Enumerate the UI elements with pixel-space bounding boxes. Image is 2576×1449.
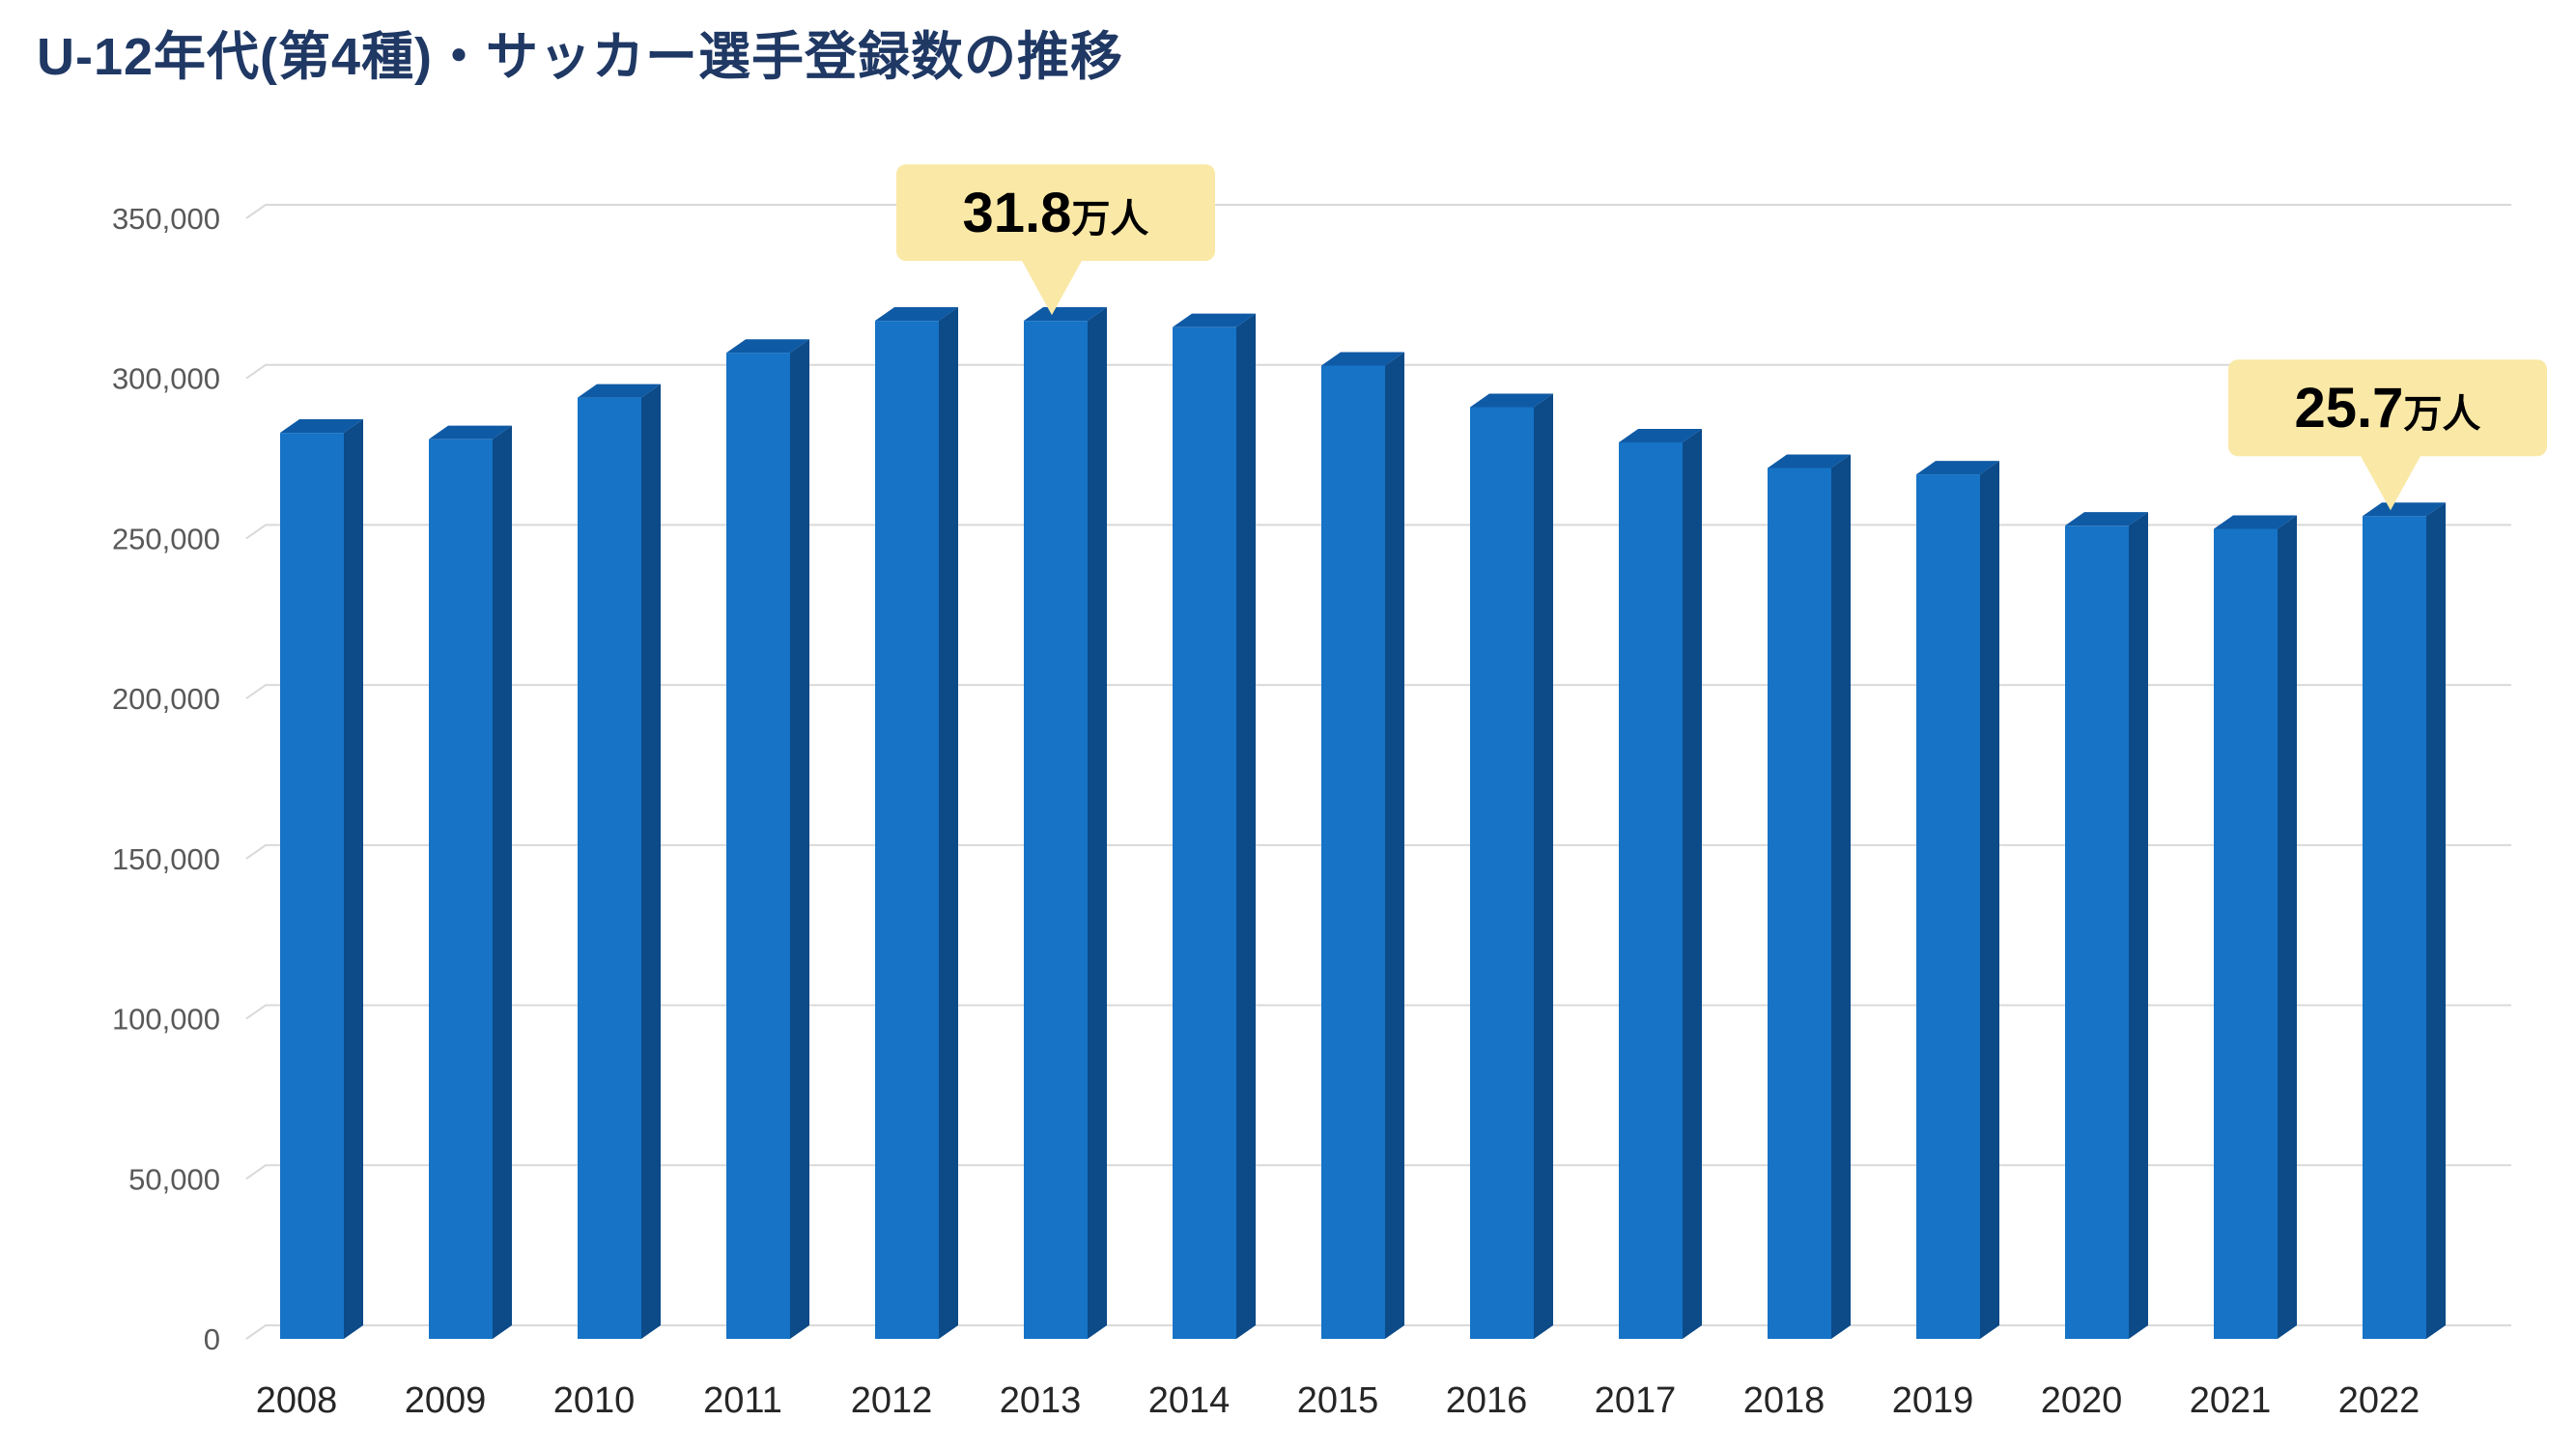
- bar-front: [1768, 468, 1831, 1339]
- bar-side: [493, 425, 512, 1340]
- bar-front: [875, 321, 939, 1340]
- annotation-pointer: [2360, 454, 2421, 511]
- bar-front: [1916, 474, 1980, 1340]
- bar-top: [280, 419, 363, 434]
- bar-side: [939, 307, 958, 1339]
- x-axis-label: 2022: [2338, 1380, 2420, 1421]
- bar-top: [1024, 307, 1107, 322]
- y-axis-label: 150,000: [112, 842, 220, 876]
- bar-top: [1619, 429, 1702, 442]
- annotation-text: 31.8万人: [963, 182, 1149, 244]
- x-axis-label: 2009: [405, 1380, 487, 1421]
- bar-top: [578, 384, 661, 398]
- x-axis-label: 2013: [1000, 1380, 1082, 1421]
- bar-side: [790, 339, 809, 1340]
- bar-front: [2214, 528, 2278, 1339]
- x-axis-label: 2017: [1595, 1380, 1677, 1421]
- gridline: [245, 524, 2511, 540]
- y-axis-label: 100,000: [112, 1003, 220, 1037]
- bar-top: [726, 339, 809, 354]
- bar-front: [726, 353, 790, 1339]
- bar-top: [1916, 461, 1999, 475]
- bar-side: [1683, 429, 1702, 1339]
- bar-front: [1470, 407, 1534, 1339]
- bar-front: [578, 397, 641, 1340]
- annotation-pointer: [1021, 259, 1083, 316]
- bar-front: [2363, 516, 2426, 1339]
- y-axis-label: 200,000: [112, 682, 220, 716]
- x-axis-label: 2014: [1148, 1380, 1231, 1421]
- bar-side: [2129, 512, 2148, 1339]
- x-axis-label: 2019: [1892, 1380, 1974, 1421]
- annotation-box: [2228, 359, 2547, 457]
- x-axis-label: 2011: [703, 1380, 782, 1421]
- bar-front: [1619, 442, 1683, 1339]
- bar-top: [1321, 352, 1404, 366]
- bar-top: [1470, 393, 1553, 408]
- x-axis-label: 2012: [851, 1380, 933, 1421]
- bar-side: [1534, 393, 1553, 1339]
- bar-side: [1385, 352, 1404, 1339]
- gridline: [245, 1004, 2511, 1020]
- bar-side: [1236, 313, 1256, 1340]
- bar-front: [2065, 526, 2129, 1339]
- y-axis-label: 250,000: [112, 522, 220, 555]
- bar-front: [1173, 327, 1236, 1340]
- y-axis-label: 50,000: [128, 1162, 220, 1196]
- bar-top: [1768, 454, 1851, 469]
- chart-title: U-12年代(第4種)・サッカー選手登録数の推移: [37, 28, 1124, 86]
- bar-side: [2278, 515, 2297, 1339]
- x-axis-label: 2018: [1743, 1380, 1826, 1421]
- gridline: [245, 1324, 2511, 1340]
- x-axis-label: 2020: [2041, 1380, 2123, 1421]
- bar-top: [2363, 502, 2446, 517]
- x-axis-label: 2010: [553, 1380, 636, 1421]
- gridline: [245, 684, 2511, 699]
- x-axis-label: 2015: [1297, 1380, 1379, 1421]
- gridline: [245, 843, 2511, 860]
- x-axis-label: 2016: [1446, 1380, 1528, 1421]
- x-axis-label: 2008: [256, 1380, 338, 1421]
- y-axis-label: 0: [204, 1322, 220, 1356]
- bar-top: [429, 425, 512, 440]
- bar-side: [1980, 461, 1999, 1340]
- y-axis-label: 350,000: [112, 202, 220, 236]
- annotation-text: 25.7万人: [2295, 377, 2481, 440]
- bar-side: [1088, 307, 1107, 1339]
- gridline: [245, 1164, 2511, 1180]
- gridline: [245, 363, 2511, 380]
- bar-top: [2065, 512, 2148, 526]
- bar-front: [429, 439, 493, 1339]
- x-axis-label: 2021: [2190, 1380, 2272, 1421]
- bar-top: [2214, 515, 2297, 529]
- bar-side: [1831, 454, 1851, 1339]
- bar-side: [641, 384, 661, 1340]
- bar-front: [1024, 321, 1088, 1340]
- bar-top: [1173, 313, 1256, 327]
- bar-side: [344, 419, 363, 1339]
- bar-top: [875, 307, 958, 322]
- annotation-box: [896, 164, 1215, 262]
- bar-front: [1321, 365, 1385, 1339]
- y-axis-label: 300,000: [112, 362, 220, 396]
- bar-side: [2426, 502, 2446, 1339]
- gridline: [245, 204, 2511, 219]
- bar-front: [280, 433, 344, 1340]
